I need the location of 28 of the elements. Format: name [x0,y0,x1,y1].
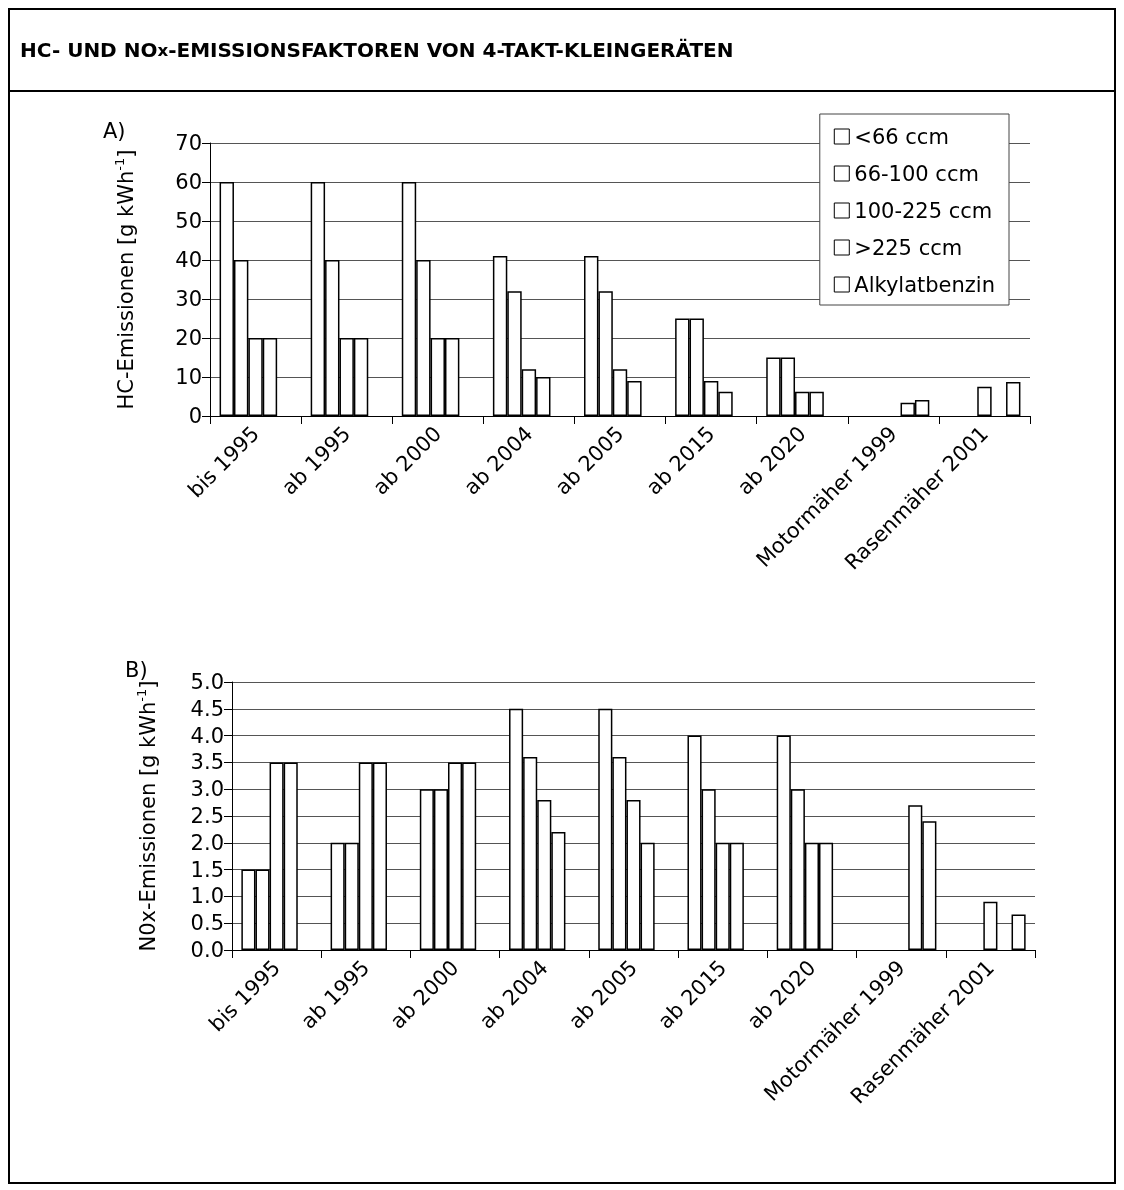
legend-label: Alkylatbenzin [854,272,996,297]
legend-label: >225 ccm [854,235,963,260]
y-axis-title: HC-Emissionen [g kWh-1] [112,149,138,410]
y-tick-label: 0.5 [190,911,224,936]
legend-label: <66 ccm [854,124,949,149]
chart-subtitle: A) [103,118,126,143]
y-tick-label: 1.5 [190,857,224,882]
y-tick-label: 4.5 [190,696,224,721]
y-tick-label: 5.0 [190,670,224,694]
y-tick-label: 1.0 [190,884,224,909]
y-tick-label: 40 [175,248,202,272]
y-tick-label: 4.0 [190,723,224,748]
y-tick-label: 50 [175,209,202,233]
y-axis-title: N0x-Emissionen [g kWh-1] [134,680,160,952]
y-tick-label: 20 [175,326,202,350]
y-tick-label: 0.0 [190,938,224,962]
y-tick-label: 70 [175,131,202,155]
chart-title: B) [125,657,148,682]
y-tick-label: 10 [175,365,202,389]
y-tick-label: 3.0 [190,777,224,802]
legend-label: 100-225 ccm [854,198,993,223]
y-tick-label: 2.0 [190,830,224,855]
y-tick-label: 3.5 [190,750,224,775]
y-tick-label: 0 [188,404,202,428]
y-tick-label: 2.5 [190,804,224,828]
y-tick-label: 60 [175,170,202,194]
legend-label: 66-100 ccm [854,161,979,186]
y-tick-label: 30 [175,287,202,311]
